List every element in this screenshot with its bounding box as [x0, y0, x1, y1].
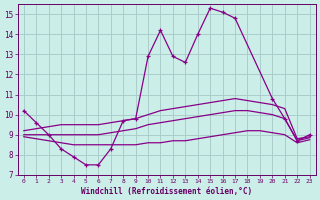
X-axis label: Windchill (Refroidissement éolien,°C): Windchill (Refroidissement éolien,°C) [81, 187, 252, 196]
